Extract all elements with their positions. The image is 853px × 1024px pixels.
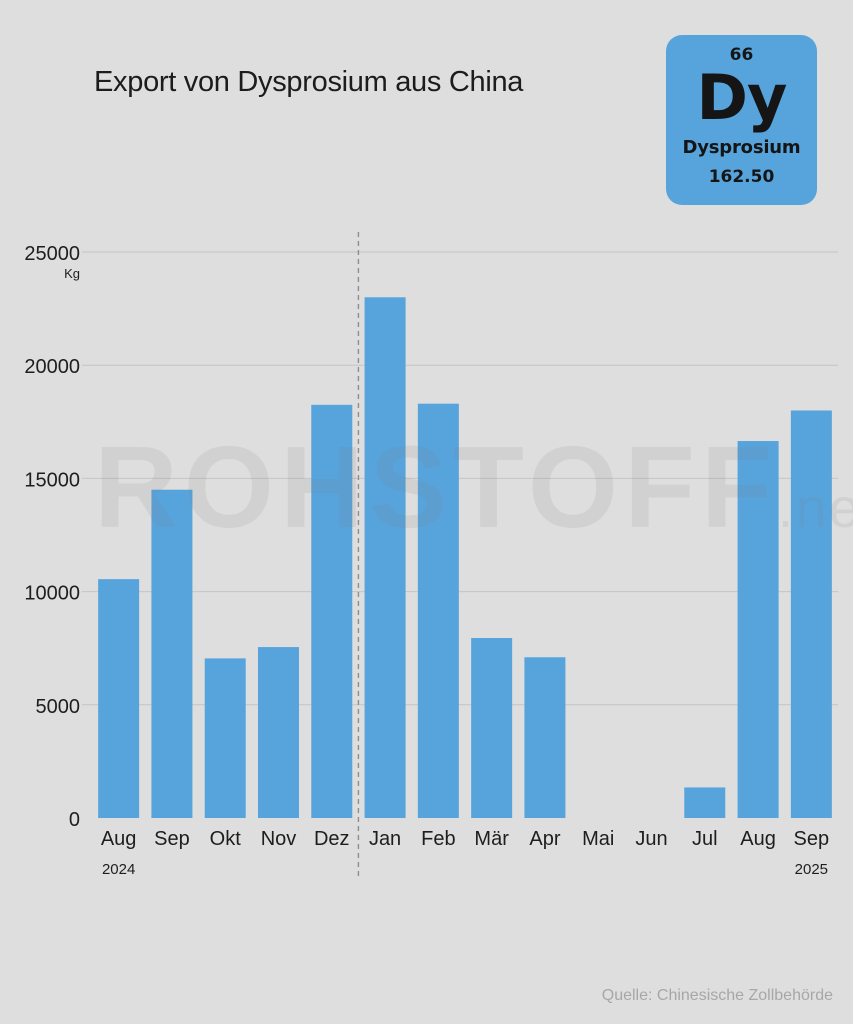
y-tick-label: 10000 [24,583,80,605]
bar [790,410,832,818]
x-tick-label: Nov [261,828,297,850]
bar [417,403,459,818]
y-tick-label: 5000 [36,696,81,718]
x-tick-label: Aug [101,828,137,850]
element-symbol: Dy [696,61,788,134]
y-axis-unit-label: Kg [64,266,80,281]
bar [258,647,299,818]
chart-title: Export von Dysprosium aus China [94,66,524,98]
atomic-mass: 162.50 [708,167,775,187]
x-tick-label: Jan [369,828,401,850]
bar [471,638,513,818]
source-note: Quelle: Chinesische Zollbehörde [601,987,833,1004]
bar [364,297,406,818]
periodic-element-card: 66 Dy Dysprosium 162.50 [666,35,817,205]
year-label: 2025 [795,861,828,878]
x-tick-label: Okt [210,828,242,850]
y-tick-label: 25000 [24,243,80,265]
bar [737,441,779,818]
element-name: Dysprosium [682,137,801,158]
x-tick-label: Dez [314,828,350,850]
bar [684,787,726,818]
bar [204,658,246,818]
x-tick-label: Sep [794,828,830,850]
x-tick-label: Sep [154,828,190,850]
x-tick-label: Mai [582,828,614,850]
x-tick-label: Feb [421,828,455,850]
grid-lines [82,232,838,876]
bars [98,297,832,818]
x-tick-label: Mär [474,828,509,850]
year-label: 2024 [102,861,135,878]
y-tick-label: 0 [69,809,80,831]
bar [524,657,566,818]
bar [151,489,193,818]
y-tick-label: 15000 [24,469,80,491]
x-tick-label: Jul [692,828,718,850]
x-tick-label: Jun [635,828,667,850]
bar [98,579,140,818]
bar [311,404,353,818]
atomic-number: 66 [729,45,754,65]
x-tick-label: Aug [740,828,776,850]
y-tick-label: 20000 [24,356,80,378]
x-tick-label: Apr [529,828,560,850]
